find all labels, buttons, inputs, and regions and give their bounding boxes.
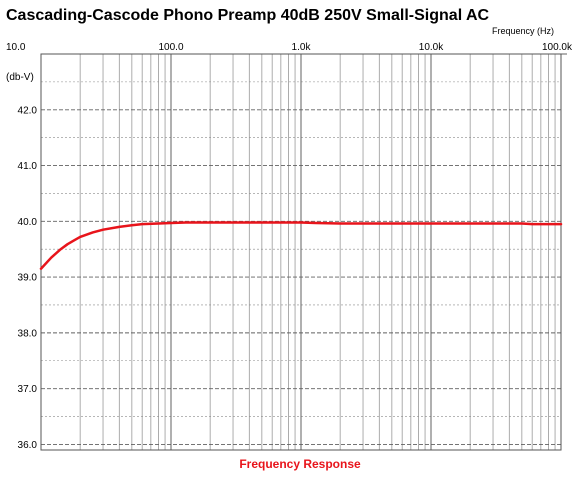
y-tick-label: 37.0	[18, 384, 38, 395]
x-tick-labels: 10.0 100.0 1.0k 10.0k 100.0k	[6, 42, 573, 53]
y-tick-label: 40.0	[18, 217, 38, 228]
x-unit-label: Frequency (Hz)	[492, 26, 554, 36]
x-axis-label: Frequency Response	[239, 457, 361, 471]
y-tick-label: 39.0	[18, 273, 38, 284]
major-gridlines	[40, 53, 567, 450]
y-tick-label: 41.0	[18, 161, 38, 172]
x-tick-label: 10.0k	[419, 42, 444, 53]
y-tick-label: 42.0	[18, 105, 38, 116]
x-tick-label: 1.0k	[292, 42, 312, 53]
y-tick-labels: 42.0 41.0 40.0 39.0 38.0 37.0 36.0	[18, 105, 38, 451]
minor-gridlines	[41, 54, 561, 450]
plot-area-frame	[40, 53, 562, 451]
x-tick-label: 100.0	[158, 42, 183, 53]
x-tick-label: 100.0k	[542, 42, 573, 53]
chart-title: Cascading-Cascode Phono Preamp 40dB 250V…	[6, 7, 490, 24]
y-axis-label: (db-V)	[6, 72, 34, 83]
y-tick-label: 36.0	[18, 440, 38, 451]
x-tick-label: 10.0	[6, 42, 26, 53]
frequency-response-curve	[39, 221, 563, 270]
y-tick-label: 38.0	[18, 328, 38, 339]
